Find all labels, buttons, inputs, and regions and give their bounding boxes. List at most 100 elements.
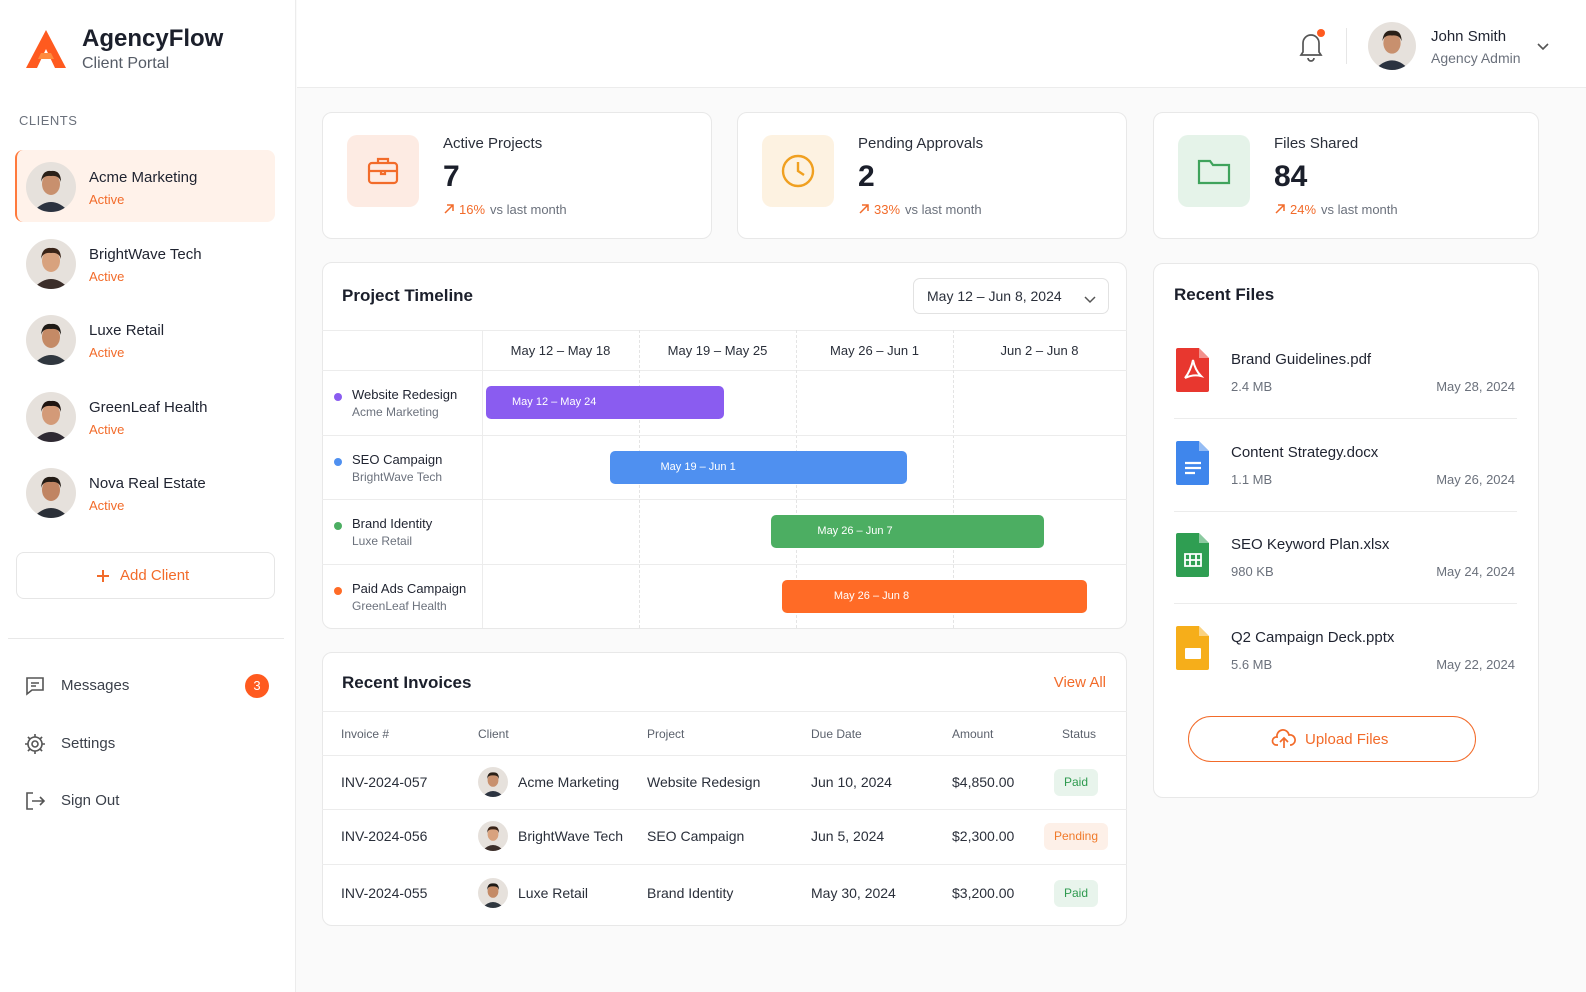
files-title: Recent Files (1174, 285, 1275, 304)
week-label: May 19 – May 25 (667, 343, 768, 358)
view-all-link[interactable]: View All (1053, 674, 1106, 691)
stat-note: vs last month (905, 202, 982, 217)
column-header: Due Date (811, 727, 862, 741)
project-name: Paid Ads Campaign (352, 580, 467, 596)
project-name: SEO Campaign (352, 451, 443, 467)
stat-card (737, 112, 1127, 239)
project-client: BrightWave Tech (352, 469, 443, 484)
timeline-row-border (322, 499, 1127, 500)
stat-card (1153, 112, 1539, 239)
table-row-border (322, 755, 1127, 756)
avatar (26, 391, 76, 442)
stat-icon-box (1178, 135, 1250, 207)
invoice-project: Website Redesign (647, 774, 761, 790)
project-client: Luxe Retail (352, 534, 413, 548)
client-status: Active (89, 345, 125, 360)
upload-button[interactable] (1188, 716, 1476, 762)
invoice-due: Jun 10, 2024 (811, 774, 892, 790)
timeline-row-border (322, 434, 1127, 436)
column-header: Project (647, 727, 685, 741)
client-status: Active (89, 498, 125, 513)
stat-note: vs last month (490, 202, 567, 217)
project-dot (334, 457, 342, 466)
dropdown-chevron (1084, 292, 1096, 304)
invoice-amount: $3,200.00 (952, 885, 1015, 901)
invoice-number: INV-2024-057 (341, 774, 428, 790)
gantt-bar-label: May 26 – Jun 7 (817, 525, 893, 537)
invoice-client: Luxe Retail (518, 885, 589, 901)
file-size: 980 KB (1231, 564, 1274, 580)
stat-icon (363, 151, 403, 191)
invoice-client: Acme Marketing (518, 774, 620, 790)
add-client-label: Add Client (120, 567, 190, 584)
gantt-bar[interactable] (486, 386, 724, 419)
column-header: Amount (952, 727, 994, 741)
notification-bell[interactable] (1297, 28, 1325, 62)
file-divider (1174, 603, 1517, 605)
nav-badge: 3 (245, 674, 269, 698)
invoices-title: Recent Invoices (342, 673, 472, 692)
column-header: Client (478, 727, 509, 741)
invoice-due: Jun 5, 2024 (811, 828, 885, 844)
date-range-label: May 12 – Jun 8, 2024 (927, 288, 1062, 304)
trend-icon (443, 203, 455, 215)
gantt-bar[interactable] (782, 579, 1087, 613)
nav-item[interactable] (15, 781, 275, 821)
brand-subtitle: Client Portal (82, 55, 170, 72)
file-size: 1.1 MB (1231, 471, 1273, 487)
timeline-title: Project Timeline (342, 286, 474, 305)
gantt-bar-label: May 19 – Jun 1 (660, 460, 736, 473)
project-client: Acme Marketing (352, 405, 439, 419)
invoice-project: SEO Campaign (647, 828, 745, 844)
user-name[interactable]: John Smith (1431, 28, 1507, 45)
client-status: Active (89, 192, 125, 207)
trend-icon (1274, 203, 1286, 215)
trend-icon (858, 203, 870, 215)
upload-label: Upload Files (1305, 731, 1389, 748)
stat-note: vs last month (1321, 202, 1398, 217)
plus-icon (95, 568, 111, 584)
nav-label: Messages (61, 677, 130, 694)
file-name: Content Strategy.docx (1231, 443, 1379, 461)
file-date: May 22, 2024 (1436, 657, 1515, 673)
user-role: Agency Admin (1431, 50, 1521, 66)
stat-icon (778, 151, 818, 191)
invoice-due: May 30, 2024 (811, 885, 896, 901)
file-icon (1175, 348, 1211, 392)
stat-change: 24% (1290, 202, 1317, 217)
brand-name: AgencyFlow (82, 25, 224, 52)
timeline-header-border (322, 370, 1127, 371)
files-card (1153, 263, 1539, 798)
timeline-row-border (322, 563, 1127, 565)
client-name: Nova Real Estate (89, 475, 206, 492)
timeline-card (322, 262, 1127, 629)
nav-item[interactable] (15, 666, 275, 706)
stat-change: 33% (874, 202, 901, 217)
project-name: Brand Identity (352, 516, 433, 531)
nav-icon (23, 789, 47, 813)
file-date: May 28, 2024 (1436, 379, 1515, 394)
nav-icon (23, 674, 47, 698)
gantt-bar-label: May 26 – Jun 8 (833, 589, 910, 602)
stat-value: 2 (858, 160, 875, 193)
stat-value: 7 (443, 160, 460, 193)
file-icon (1175, 533, 1211, 578)
add-client-button[interactable] (16, 552, 275, 599)
upload-icon (1271, 728, 1297, 750)
date-range-dropdown[interactable] (913, 278, 1109, 314)
gantt-bar[interactable] (610, 450, 907, 484)
invoice-client: BrightWave Tech (518, 828, 624, 844)
avatar (478, 821, 508, 851)
invoice-amount: $4,850.00 (952, 774, 1015, 790)
invoices-card (322, 652, 1127, 926)
column-header: Status (1061, 727, 1097, 741)
header-divider (1346, 28, 1347, 64)
invoice-number: INV-2024-056 (341, 828, 428, 844)
client-name: GreenLeaf Health (89, 398, 208, 416)
column-header: Invoice # (341, 727, 390, 741)
gantt-bar-label: May 12 – May 24 (512, 396, 597, 408)
nav-item[interactable] (15, 724, 275, 764)
gantt-bar[interactable] (771, 515, 1044, 548)
user-menu-chevron[interactable] (1536, 40, 1550, 51)
file-name: SEO Keyword Plan.xlsx (1231, 536, 1390, 554)
